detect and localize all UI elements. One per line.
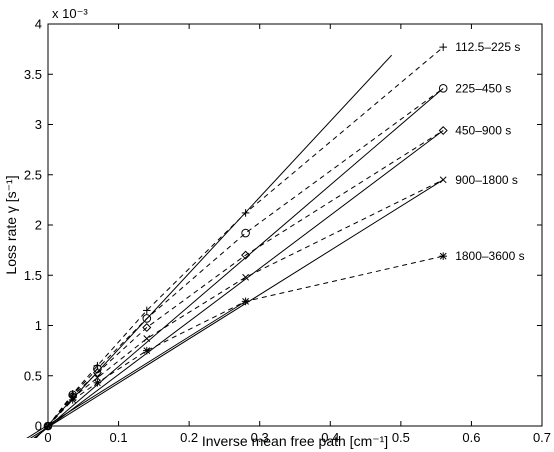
x-tick-label: 0.4 (321, 430, 339, 445)
diamond-marker (438, 126, 448, 136)
diamond-marker (92, 368, 102, 378)
y-tick-label: 2.5 (24, 167, 42, 182)
x-marker (242, 273, 249, 281)
asterisk-marker (241, 297, 250, 306)
series-label: 450–900 s (455, 124, 511, 138)
data-line (47, 255, 444, 427)
y-tick-label: 1.5 (24, 268, 42, 283)
series-label: 225–450 s (455, 81, 511, 95)
series-3 (33, 126, 448, 438)
x-axis-label: Inverse mean free path [cm⁻¹] (202, 433, 388, 449)
series-5 (26, 252, 447, 438)
marker-stroke (142, 323, 152, 333)
marker-stroke (241, 228, 250, 238)
marker-stroke (142, 314, 152, 323)
asterisk-marker (93, 378, 102, 387)
x-tick-label: 0.5 (392, 430, 410, 445)
y-tick-label: 1 (35, 318, 42, 333)
asterisk-marker (439, 252, 447, 260)
asterisk-marker (143, 346, 151, 355)
y-tick-label: 0 (35, 419, 42, 434)
series-label: 900–1800 s (455, 173, 518, 187)
diamond-marker (241, 250, 251, 260)
circle-marker (241, 228, 250, 238)
plus-marker (439, 43, 447, 51)
plus-marker (143, 306, 151, 315)
x-tick-label: 0.6 (462, 430, 480, 445)
marker-stroke (94, 374, 101, 382)
series-2 (34, 84, 448, 438)
x-axis-ticks: 0 0.1 0.2 0.3 0.4 0.5 0.6 0.7 (44, 24, 551, 445)
data-line (47, 46, 444, 427)
marker-stroke (92, 368, 102, 378)
marker-stroke (242, 273, 249, 281)
x-tick-label: 0.2 (180, 430, 198, 445)
y-axis-ticks: 0 0.5 1 1.5 2 2.5 3 3.5 4 (24, 17, 542, 434)
series-4 (29, 176, 447, 438)
data-line (47, 130, 444, 427)
x-tick-label: 0.1 (110, 430, 128, 445)
plus-marker (241, 209, 250, 217)
fit-line (29, 179, 444, 438)
marker-stroke (438, 126, 448, 136)
x-marker (439, 176, 447, 184)
data-line (47, 179, 444, 427)
diamond-marker (142, 323, 152, 333)
x-marker (143, 335, 151, 342)
x-tick-label: 0.7 (533, 430, 551, 445)
fit-line (34, 87, 444, 438)
fit-line (33, 130, 444, 438)
marker-stroke (438, 84, 448, 93)
circle-marker (142, 314, 152, 323)
x-tick-label: 0 (44, 430, 51, 445)
marker-stroke (143, 335, 151, 342)
y-tick-label: 0.5 (24, 368, 42, 383)
y-tick-label: 2 (35, 218, 42, 233)
series-label: 112.5–225 s (455, 40, 520, 54)
plot-area (26, 43, 448, 438)
x-marker (94, 374, 101, 382)
x-tick-label: 0.3 (251, 430, 269, 445)
data-line (47, 87, 444, 427)
y-tick-label: 3.5 (24, 67, 42, 82)
marker-stroke (241, 250, 251, 260)
circle-marker (438, 84, 448, 93)
series-label: 1800–3600 s (455, 249, 524, 263)
marker-stroke (439, 176, 447, 184)
y-tick-label: 3 (35, 117, 42, 132)
y-axis-exponent-label: x 10⁻³ (52, 6, 88, 21)
y-axis-label: Loss rate γ [s⁻¹] (3, 175, 19, 274)
y-tick-label: 4 (35, 17, 42, 32)
asterisk-marker (68, 396, 77, 404)
series-labels: 112.5–225 s 225–450 s 450–900 s 900–1800 s 1… (455, 40, 524, 263)
